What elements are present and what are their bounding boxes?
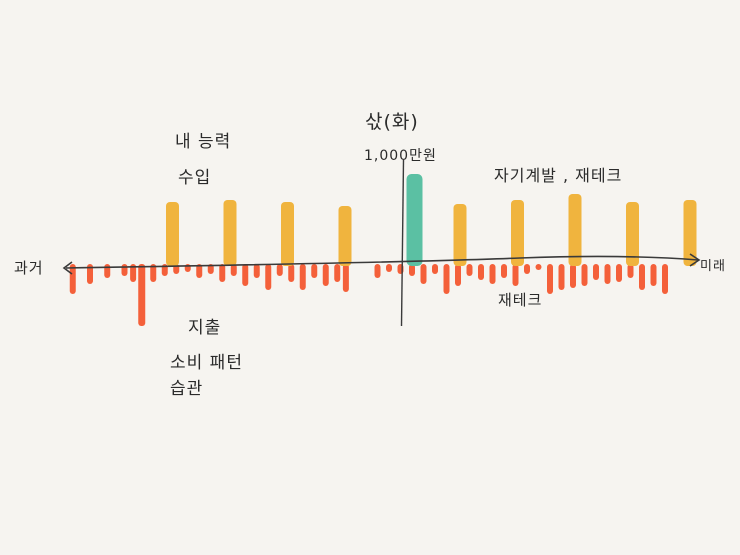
expense-bar-32: [455, 264, 461, 286]
expense-bar-17: [265, 264, 272, 290]
expense-bar-42: [570, 264, 576, 288]
expense-bar-25: [374, 264, 381, 278]
expense-bar-14: [230, 264, 237, 276]
income-bar-4: [338, 206, 352, 266]
expense-label: 지출: [188, 318, 222, 338]
future-income-label: 자기계발 , 재테크: [494, 166, 623, 185]
expense-bar-6: [138, 264, 146, 326]
present-divider-line: [400, 159, 405, 327]
expense-bar-35: [489, 264, 496, 284]
expense-bar-50: [662, 264, 668, 294]
income-label-ability: 내 능력: [175, 132, 232, 152]
expense-bars: [69, 264, 668, 326]
expense-bar-21: [311, 264, 318, 278]
expense-bar-47: [627, 264, 634, 278]
expense-bar-15: [242, 264, 249, 286]
expense-bar-12: [207, 264, 214, 274]
past-label: 과거: [14, 259, 44, 277]
expense-bar-11: [196, 264, 203, 278]
expense-bar-2: [87, 264, 93, 284]
expense-bar-30: [432, 264, 438, 274]
expense-bar-4: [121, 264, 128, 276]
income-bar-1: [166, 202, 179, 266]
income-bar-3: [281, 202, 294, 266]
future-label: 미래: [700, 259, 726, 274]
expense-bar-43: [581, 264, 588, 286]
expense-bar-19: [288, 264, 295, 282]
expense-bar-36: [501, 264, 507, 278]
past-arrowhead: [62, 261, 73, 275]
expense-bar-37: [512, 264, 519, 286]
expense-bar-38: [524, 264, 530, 274]
expense-bar-41: [558, 264, 565, 290]
income-bar-9: [683, 200, 697, 266]
expense-bar-16: [253, 264, 260, 278]
spending-pattern-label: 소비 패턴: [170, 353, 243, 373]
expense-bar-24: [342, 264, 349, 292]
future-arrowhead: [689, 253, 701, 267]
expense-bar-22: [322, 264, 329, 286]
expense-bar-46: [616, 264, 622, 282]
expense-bar-1: [69, 264, 76, 294]
debt-bar: [406, 174, 423, 266]
income-bar-6: [511, 200, 524, 266]
expense-bar-39: [535, 264, 542, 270]
expense-bar-13: [219, 264, 226, 282]
expense-bar-48: [639, 264, 645, 290]
income-bar-2: [223, 200, 237, 266]
expense-bar-5: [130, 264, 137, 282]
debt-amount-label: 1,000만원: [364, 148, 437, 164]
expense-bar-7: [150, 264, 157, 282]
expense-bar-49: [650, 264, 657, 286]
future-expense-label: 재테크: [498, 291, 543, 309]
income-bar-7: [568, 194, 582, 266]
income-bars: [166, 174, 697, 266]
expense-bar-33: [466, 264, 473, 276]
expense-bar-18: [276, 264, 283, 276]
expense-bar-40: [547, 264, 553, 294]
timeline-axis: [65, 255, 699, 269]
expense-bar-23: [334, 264, 341, 282]
expense-bar-34: [478, 264, 484, 280]
income-bar-5: [453, 204, 467, 266]
expense-bar-28: [409, 264, 415, 276]
expense-bar-45: [604, 264, 611, 284]
expense-bar-20: [299, 264, 306, 290]
expense-bar-3: [104, 264, 111, 278]
expense-bar-29: [420, 264, 427, 284]
expense-bar-26: [386, 264, 392, 272]
habit-label: 습관: [170, 379, 204, 399]
expense-bar-44: [593, 264, 599, 280]
debt-label: 삯(화): [365, 111, 419, 133]
expense-bar-31: [443, 264, 450, 294]
income-label: 수입: [178, 168, 212, 188]
income-bar-8: [626, 202, 639, 266]
